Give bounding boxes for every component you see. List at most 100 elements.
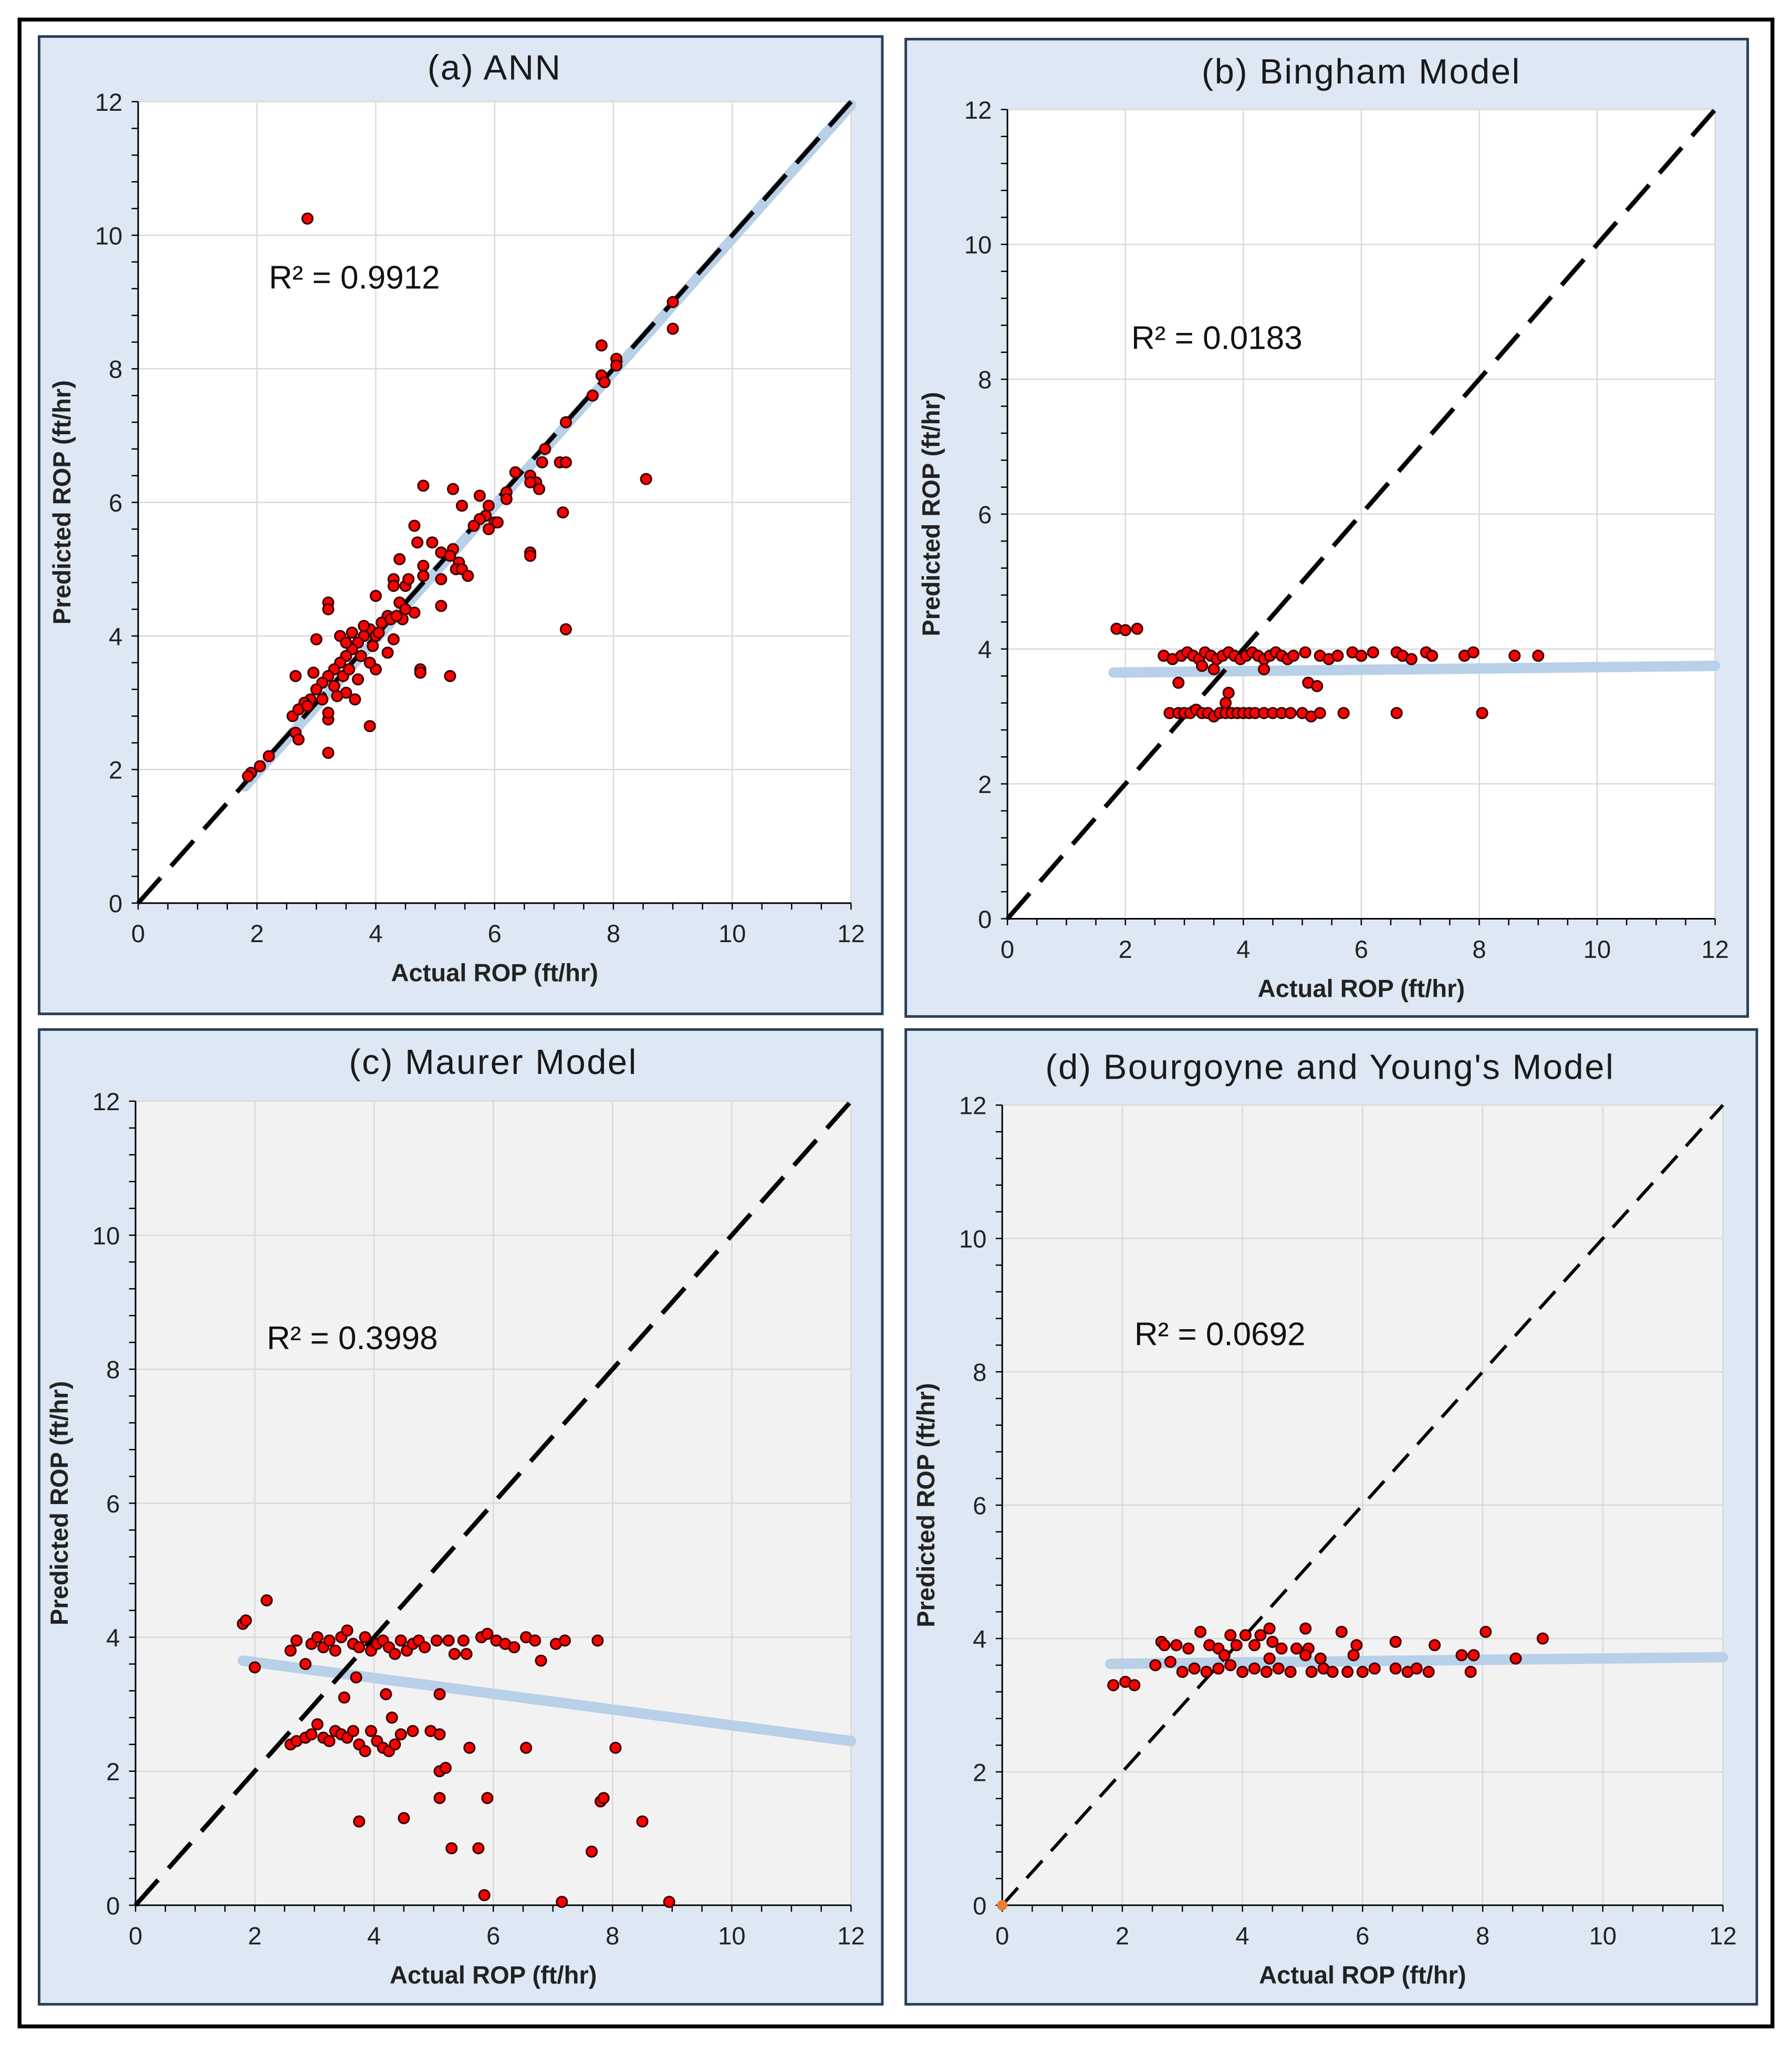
data-point: [1314, 707, 1326, 719]
data-point: [1311, 680, 1324, 692]
data-point: [1239, 1629, 1252, 1642]
data-point: [482, 499, 495, 512]
y-tick-label: 4: [978, 635, 992, 663]
identity-line: [133, 1100, 853, 1907]
x-tick-label: 2: [1116, 1922, 1129, 1949]
y-tick-label: 8: [973, 1359, 986, 1386]
y-axis-label: Predicted ROP (ft/hr): [917, 392, 945, 636]
data-point: [1128, 1679, 1141, 1692]
data-point: [1131, 622, 1143, 635]
data-point: [369, 590, 382, 602]
x-tick-label: 4: [1236, 935, 1250, 963]
data-point: [1158, 1639, 1171, 1652]
data-point: [394, 1634, 407, 1647]
data-point: [364, 1725, 378, 1737]
data-point: [387, 580, 400, 592]
y-tick-label: 10: [959, 1225, 986, 1253]
x-tick-label: 8: [606, 1922, 619, 1949]
data-point: [417, 479, 430, 492]
y-tick-label: 10: [964, 231, 992, 259]
data-point: [1356, 1666, 1369, 1678]
y-tick-label: 6: [973, 1492, 986, 1520]
data-point: [1170, 1639, 1183, 1652]
data-point: [1260, 1666, 1273, 1678]
r-squared-annotation: R² = 0.3998: [267, 1320, 438, 1356]
data-point: [353, 1815, 366, 1828]
data-point: [610, 359, 623, 372]
x-tick-label: 0: [1001, 935, 1014, 963]
data-point: [299, 1658, 312, 1671]
data-point: [1467, 1649, 1480, 1662]
data-point: [595, 339, 608, 352]
x-tick-label: 4: [367, 1922, 381, 1949]
data-point: [586, 389, 599, 402]
data-point: [1347, 1649, 1360, 1662]
data-point: [417, 570, 430, 582]
x-tick-label: 6: [1356, 1922, 1369, 1949]
data-point: [556, 1896, 568, 1908]
data-point: [359, 1631, 371, 1644]
data-point: [439, 1761, 452, 1774]
data-point: [411, 536, 424, 549]
data-point: [457, 1634, 470, 1647]
data-point: [482, 523, 495, 536]
data-point: [448, 1647, 461, 1661]
y-tick-label: 12: [959, 1092, 986, 1120]
data-point: [363, 720, 376, 733]
data-point: [445, 1842, 458, 1855]
data-point: [435, 600, 447, 612]
data-point: [444, 670, 456, 682]
data-point: [350, 1671, 362, 1684]
y-tick-label: 4: [109, 622, 122, 650]
data-point: [460, 1647, 473, 1661]
data-point: [372, 627, 385, 639]
data-point: [1254, 1629, 1267, 1642]
data-point: [346, 627, 358, 639]
data-point: [408, 519, 421, 532]
data-point: [1224, 1629, 1237, 1642]
data-point: [433, 1688, 446, 1700]
data-point: [292, 733, 305, 746]
origin-marker: [997, 1900, 1008, 1911]
data-point: [609, 1741, 622, 1754]
data-point: [1355, 650, 1368, 662]
chart-title: (a) ANN: [428, 48, 562, 87]
data-point: [331, 690, 343, 703]
data-point: [322, 706, 335, 719]
x-tick-label: 0: [131, 920, 145, 947]
x-tick-label: 2: [1119, 935, 1132, 963]
data-point: [389, 1647, 401, 1661]
data-point: [1266, 1635, 1279, 1648]
y-tick-label: 8: [978, 366, 992, 394]
data-point: [310, 633, 322, 645]
x-tick-label: 8: [607, 920, 620, 947]
x-tick-label: 6: [488, 920, 502, 947]
y-tick-label: 2: [978, 770, 992, 798]
x-tick-label: 2: [250, 920, 264, 947]
data-point: [491, 516, 504, 529]
data-point: [1331, 650, 1344, 662]
data-point: [301, 212, 314, 225]
data-point: [1212, 1662, 1225, 1675]
data-point: [1248, 1639, 1261, 1652]
data-point: [1335, 1625, 1348, 1638]
data-point: [1207, 663, 1220, 675]
data-point: [463, 1741, 476, 1754]
data-point: [380, 1688, 392, 1700]
x-tick-label: 12: [1701, 935, 1728, 963]
data-point: [310, 683, 322, 696]
data-point: [433, 1792, 446, 1804]
x-axis-label: Actual ROP (ft/hr): [1259, 1961, 1466, 1989]
data-point: [481, 1792, 494, 1804]
data-point: [559, 416, 572, 429]
identity-line: [1001, 1104, 1724, 1907]
y-tick-label: 2: [973, 1758, 986, 1786]
x-axis-label: Actual ROP (ft/hr): [1258, 974, 1465, 1002]
y-tick-label: 6: [109, 489, 122, 517]
trendline: [1105, 1652, 1728, 1669]
x-tick-label: 10: [718, 920, 746, 947]
data-point: [1350, 1639, 1363, 1652]
data-point: [1305, 1666, 1318, 1678]
data-point: [472, 1842, 485, 1855]
